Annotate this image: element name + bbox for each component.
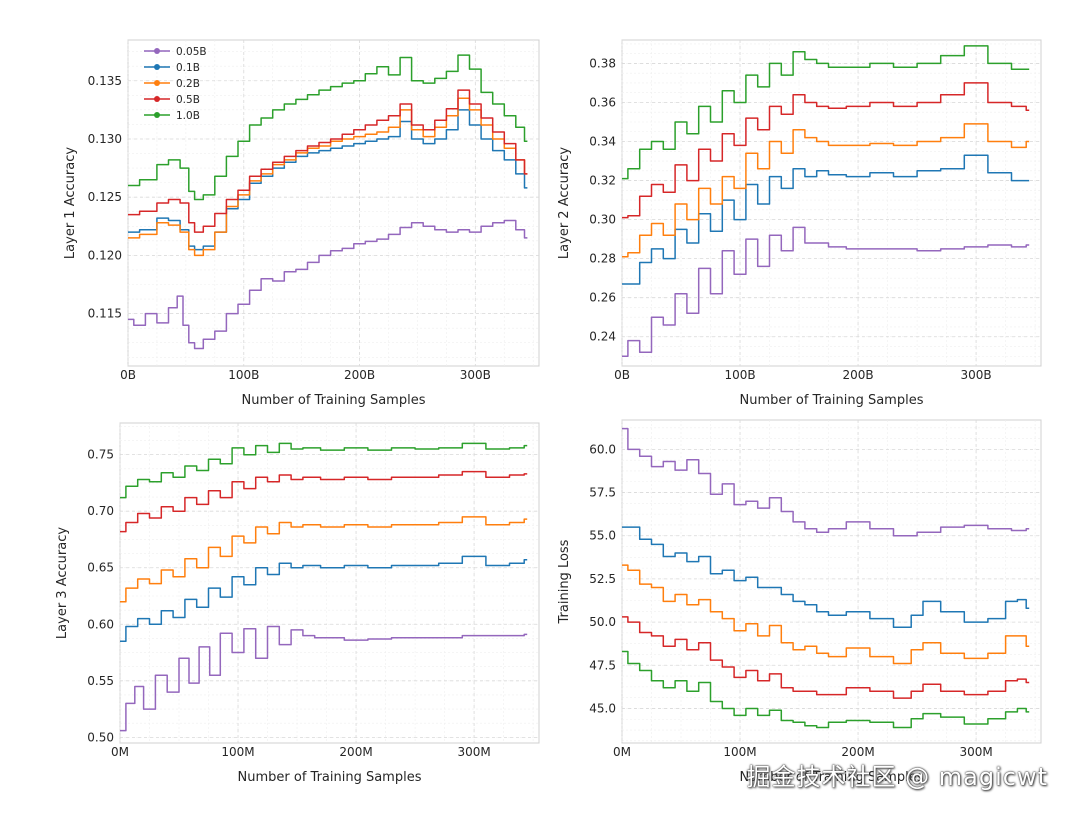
series-line-s10 bbox=[120, 442, 528, 499]
legend-marker bbox=[154, 112, 160, 118]
x-tick-label: 200B bbox=[344, 368, 375, 382]
x-tick-label: 0M bbox=[613, 745, 631, 759]
x-tick-label: 200M bbox=[841, 745, 874, 759]
x-tick-label: 200M bbox=[339, 745, 372, 759]
x-tick-label: 100B bbox=[724, 368, 755, 382]
x-axis-label: Number of Training Samples bbox=[740, 393, 924, 408]
series-line-s005 bbox=[622, 226, 1030, 357]
x-tick-label: 100B bbox=[228, 368, 259, 382]
legend-marker bbox=[154, 96, 160, 102]
x-tick-label: 100M bbox=[723, 745, 756, 759]
y-axis-label: Training Loss bbox=[557, 539, 572, 624]
y-tick-label: 55.0 bbox=[589, 529, 616, 543]
plot-area bbox=[621, 39, 1042, 367]
series-line-s01 bbox=[622, 154, 1030, 285]
legend-label: 1.0B bbox=[176, 110, 200, 122]
y-tick-label: 57.5 bbox=[589, 486, 616, 500]
x-tick-label: 100M bbox=[221, 745, 254, 759]
x-tick-label: 0B bbox=[614, 368, 630, 382]
y-tick-label: 0.70 bbox=[87, 504, 114, 518]
series-line-s01 bbox=[622, 526, 1030, 629]
x-axis-label: Number of Training Samples bbox=[238, 770, 422, 785]
series-line-s05 bbox=[622, 616, 1030, 699]
x-tick-label: 0B bbox=[120, 368, 136, 382]
plot-area bbox=[119, 422, 540, 744]
y-tick-label: 0.115 bbox=[88, 307, 122, 321]
y-tick-label: 0.130 bbox=[88, 132, 122, 146]
x-tick-label: 300B bbox=[961, 368, 992, 382]
y-tick-label: 0.75 bbox=[87, 448, 114, 462]
y-tick-label: 0.135 bbox=[88, 74, 122, 88]
y-tick-label: 0.38 bbox=[589, 56, 616, 70]
y-tick-label: 52.5 bbox=[589, 572, 616, 586]
y-tick-label: 0.36 bbox=[589, 95, 616, 109]
x-tick-label: 300M bbox=[457, 745, 490, 759]
y-tick-label: 0.32 bbox=[589, 174, 616, 188]
y-tick-label: 0.28 bbox=[589, 252, 616, 266]
legend-label: 0.1B bbox=[176, 62, 200, 74]
x-tick-label: 0M bbox=[111, 745, 129, 759]
watermark-text: 掘金技术社区 @ magicwt bbox=[746, 763, 1048, 791]
y-tick-label: 60.0 bbox=[589, 442, 616, 456]
chart-loss: 0M 100M 200M 300M 45.0 47.5 50.0 52.5 55.0 57.5 60… bbox=[557, 419, 1042, 785]
x-axis-label: Number of Training Samples bbox=[242, 393, 426, 408]
y-tick-label: 0.125 bbox=[88, 190, 122, 204]
series-line-s10 bbox=[622, 45, 1030, 180]
series-line-s02 bbox=[622, 564, 1030, 665]
legend-label: 0.5B bbox=[176, 94, 200, 106]
y-tick-label: 0.120 bbox=[88, 248, 122, 262]
legend-marker bbox=[154, 48, 160, 54]
legend: 0.05B 0.1B 0.2B 0.5B 1.0B bbox=[144, 46, 207, 122]
series-line-s02 bbox=[128, 97, 528, 257]
legend-marker bbox=[154, 64, 160, 70]
y-tick-label: 0.60 bbox=[87, 617, 114, 631]
x-tick-label: 200B bbox=[842, 368, 873, 382]
legend-marker bbox=[154, 80, 160, 86]
y-tick-label: 0.26 bbox=[589, 291, 616, 305]
y-axis-label: Layer 3 Accuracy bbox=[55, 527, 70, 639]
series-line-s01 bbox=[128, 109, 528, 251]
plot-area bbox=[621, 419, 1042, 744]
series-line-s05 bbox=[120, 470, 528, 533]
series-line-s005 bbox=[128, 219, 528, 350]
y-tick-label: 0.30 bbox=[589, 213, 616, 227]
y-axis-label: Layer 2 Accuracy bbox=[557, 147, 572, 259]
y-tick-label: 0.24 bbox=[589, 330, 616, 344]
y-tick-label: 0.50 bbox=[87, 730, 114, 744]
y-tick-label: 47.5 bbox=[589, 658, 616, 672]
series-line-s005 bbox=[622, 427, 1030, 537]
series-line-s05 bbox=[128, 89, 528, 233]
series-line-s005 bbox=[120, 625, 528, 732]
y-axis-label: Layer 1 Accuracy bbox=[63, 147, 78, 259]
chart-layer3: 0M 100M 200M 300M 0.50 0.55 0.60 0.65 0.70 0.75 Nu… bbox=[55, 422, 540, 785]
chart-layer1: 0B 100B 200B 300B 0.115 0.120 0.125 0.130 0.135 N… bbox=[63, 39, 540, 408]
plot-area bbox=[127, 39, 540, 367]
x-tick-label: 300M bbox=[959, 745, 992, 759]
y-tick-label: 45.0 bbox=[589, 701, 616, 715]
y-tick-label: 50.0 bbox=[589, 615, 616, 629]
chart-layer2: 0B 100B 200B 300B 0.24 0.26 0.28 0.30 0.32 0.34 0.… bbox=[557, 39, 1042, 408]
series-line-s02 bbox=[622, 123, 1030, 258]
y-tick-label: 0.55 bbox=[87, 674, 114, 688]
legend-label: 0.05B bbox=[176, 46, 207, 58]
x-tick-label: 300B bbox=[460, 368, 491, 382]
series-line-s05 bbox=[622, 82, 1030, 219]
x-axis-label: Number of Training Samples bbox=[740, 770, 924, 785]
y-tick-label: 0.65 bbox=[87, 561, 114, 575]
series-line-s10 bbox=[128, 54, 528, 201]
series-line-s02 bbox=[120, 516, 528, 603]
series-line-s10 bbox=[622, 650, 1030, 729]
legend-label: 0.2B bbox=[176, 78, 200, 90]
y-tick-label: 0.34 bbox=[589, 135, 616, 149]
series-line-s01 bbox=[120, 555, 528, 642]
